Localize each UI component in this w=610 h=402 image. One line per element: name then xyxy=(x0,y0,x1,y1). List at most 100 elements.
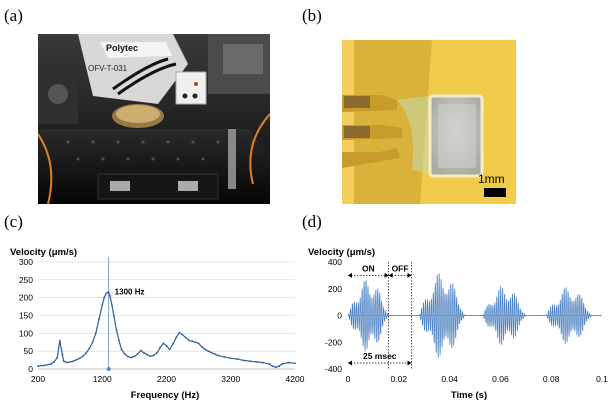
chart-c-data-point xyxy=(136,353,139,355)
chart-c-data-point xyxy=(175,336,178,339)
chart-c-xtick-label: 3200 xyxy=(221,374,240,384)
chart-c-data-point xyxy=(43,364,46,367)
chart-c-ytick-label: 300 xyxy=(19,257,33,267)
chart-c-data-point xyxy=(98,318,100,320)
chart-c-data-point xyxy=(213,353,216,355)
chart-c-data-point xyxy=(107,291,110,294)
vibrometer-setup-illustration: Polytec OFV-T-031 xyxy=(38,34,270,204)
chart-c-ytick-label: 100 xyxy=(19,328,33,338)
panel-label-a: (a) xyxy=(4,6,23,25)
vibrometer-setup-photo: Polytec OFV-T-031 xyxy=(38,34,270,204)
chart-c-data-point xyxy=(172,343,174,345)
chart-c-data-point xyxy=(149,355,152,358)
polytec-brand-text: Polytec xyxy=(106,43,138,53)
chart-c-data-point xyxy=(197,342,200,345)
chart-d-xtick-label: 0.1 xyxy=(596,374,608,384)
chart-c-data-point xyxy=(146,353,149,356)
chart-c-data-point xyxy=(82,355,84,358)
chart-d-ytick-label: -200 xyxy=(325,337,342,347)
chart-c-data-point xyxy=(223,355,226,358)
chart-c-data-point xyxy=(115,328,118,331)
chart-c-data-point xyxy=(133,355,136,358)
chart-c-data-point xyxy=(274,366,277,369)
panel-label-d: (d) xyxy=(302,212,322,231)
chart-c-data-point xyxy=(191,340,194,343)
chart-d-xtick-label: 0.06 xyxy=(492,374,509,384)
chart-c-data-point xyxy=(178,331,181,334)
chart-c-xtick-label: 2200 xyxy=(157,374,176,384)
chart-c-data-point xyxy=(162,342,165,345)
chart-c-data-point xyxy=(112,314,115,317)
chart-d-off-arrow-head-right xyxy=(407,272,412,278)
chart-c-data-point xyxy=(207,350,210,353)
chart-d-ytick-label: -400 xyxy=(325,364,342,374)
chart-c-data-point xyxy=(49,363,52,365)
chart-c-ytick-label: 200 xyxy=(19,293,33,303)
chart-c-data-point xyxy=(103,296,106,299)
chart-c-series-line xyxy=(37,291,296,368)
chart-c-data-point xyxy=(242,359,245,362)
chart-c-data-point xyxy=(194,341,197,344)
chart-c-xtick-label: 4200 xyxy=(286,374,305,384)
chart-d-on-arrow-head-right xyxy=(384,272,389,278)
chart-c-data-point xyxy=(281,363,284,365)
scale-bar-label: 1mm xyxy=(478,172,505,186)
chart-c-data-point xyxy=(287,361,290,364)
chart-c-data-point xyxy=(94,332,97,335)
chart-c-data-point xyxy=(236,358,239,360)
chart-c-data-point xyxy=(61,353,64,356)
chart-d-xtick-label: 0.04 xyxy=(441,374,458,384)
panel-label-b: (b) xyxy=(302,6,322,25)
chart-c-data-point xyxy=(105,292,108,295)
chart-c-data-point xyxy=(139,349,142,352)
chart-c-data-point xyxy=(294,362,296,365)
chart-c-data-point xyxy=(78,357,81,360)
chart-d-xtick-label: 0 xyxy=(346,374,351,384)
chart-c-ytick-label: 150 xyxy=(19,311,33,321)
panel-label-c: (c) xyxy=(4,212,23,231)
chart-c-data-point xyxy=(130,356,133,359)
chart-d-series-line xyxy=(347,273,602,359)
chart-c-ylabel: Velocity (μm/s) xyxy=(10,247,77,258)
chart-c-data-point xyxy=(255,360,258,363)
chart-c-peak-annotation: 1300 Hz xyxy=(115,287,145,296)
chart-d-off-label: OFF xyxy=(392,263,409,273)
chart-c-data-point xyxy=(210,351,213,354)
chart-c-ytick-label: 0 xyxy=(28,364,33,374)
chart-c-data-point xyxy=(271,365,274,368)
chart-c-data-point xyxy=(56,356,59,359)
chart-c-data-point xyxy=(168,348,171,351)
chart-c-xtick-label: 200 xyxy=(31,374,45,384)
chart-d-period-arrow-head-right xyxy=(407,360,412,366)
chart-c-data-point xyxy=(58,339,61,342)
chart-c-data-point xyxy=(217,354,219,357)
chart-c-data-point xyxy=(101,303,104,306)
chart-d-off-arrow-head-left xyxy=(388,272,393,278)
chart-c-ytick-label: 50 xyxy=(24,346,34,356)
chart-d-xtick-label: 0.08 xyxy=(543,374,560,384)
chart-d-period-label: 25 msec xyxy=(363,351,397,361)
chart-c-data-point xyxy=(229,357,232,360)
chart-c-data-point xyxy=(37,365,39,368)
chart-c-data-point xyxy=(53,360,55,363)
chart-c-data-point xyxy=(155,352,158,354)
chart-d-on-arrow-head-left xyxy=(348,272,352,278)
device-micrograph-illustration: 1mm xyxy=(342,40,516,204)
chart-c-data-point xyxy=(118,339,120,342)
chart-c-data-point xyxy=(268,363,271,365)
chart-c-data-point xyxy=(109,294,111,297)
chart-c-data-point xyxy=(75,358,78,361)
chart-c-data-point xyxy=(204,348,206,351)
chart-c-data-point xyxy=(165,344,168,347)
frequency-response-chart: Velocity (μm/s) 0 50 100 150 200 250 300 200 12… xyxy=(10,247,305,401)
chart-d-period-arrow-head-left xyxy=(348,360,352,366)
time-response-chart: Velocity (μm/s) 400 200 0 -200 -400 0 0.02 0.0… xyxy=(308,247,608,401)
chart-d-ytick-label: 400 xyxy=(328,257,342,267)
chart-c-xlabel: Frequency (Hz) xyxy=(131,390,200,401)
chart-c-data-point xyxy=(62,360,65,363)
chart-c-data-point xyxy=(200,345,203,348)
chart-c-data-point xyxy=(120,348,123,351)
chart-c-data-point xyxy=(72,360,75,363)
chart-c-data-point xyxy=(159,346,161,349)
chart-c-data-point xyxy=(88,347,91,350)
